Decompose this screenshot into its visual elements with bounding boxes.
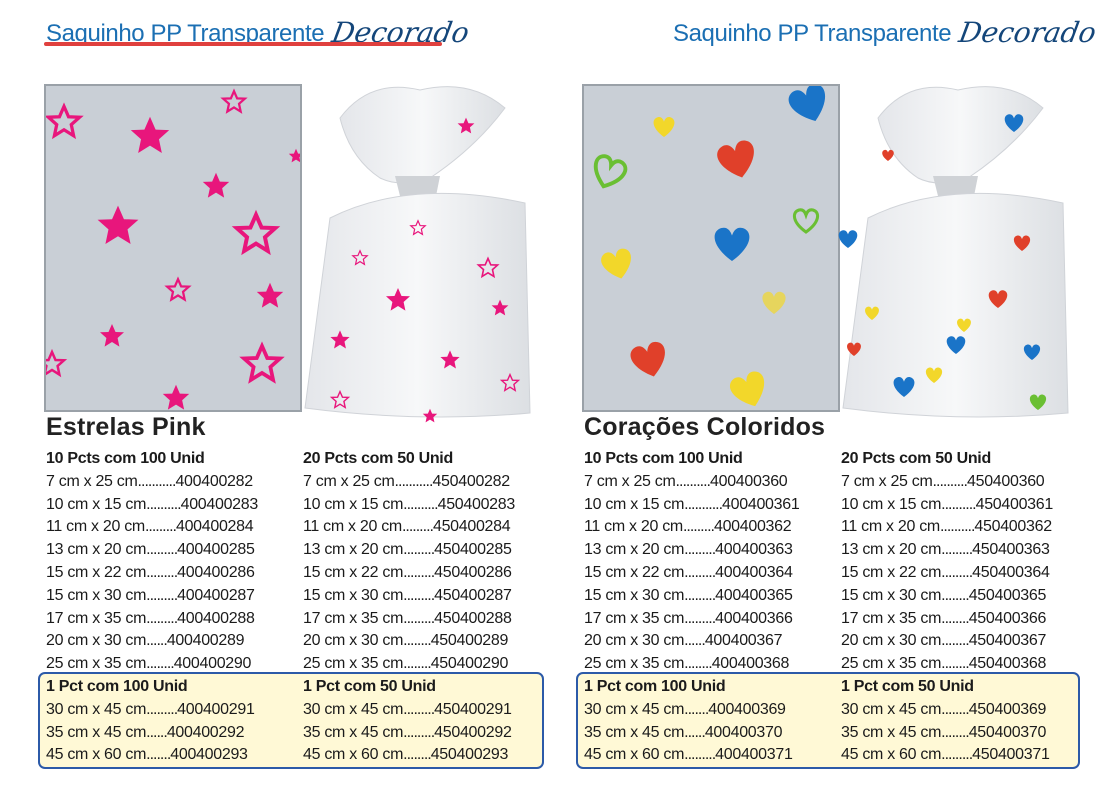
- code-column-10pcts: 10 Pcts com 100 Unid 7 cm x 25 cm.......…: [46, 448, 286, 676]
- table-row: 45 cm x 60 cm.........400400371: [584, 746, 793, 764]
- header-title: Saquinho PP Transparente: [673, 20, 952, 47]
- pattern-swatch-stars: [44, 84, 302, 412]
- table-row: 10 cm x 15 cm...........400400361: [584, 495, 800, 513]
- table-row: 11 cm x 20 cm..........450400362: [841, 518, 1052, 536]
- bag-photo-stars: [300, 78, 536, 423]
- column-header: 10 Pcts com 100 Unid: [584, 450, 743, 467]
- single-pack-highlight-box: [38, 672, 544, 769]
- table-row: 15 cm x 22 cm.........450400286: [303, 563, 512, 581]
- table-row: 17 cm x 35 cm.........400400288: [46, 609, 255, 627]
- table-row: 10 cm x 15 cm..........400400283: [46, 495, 258, 513]
- pack-header: 1 Pct com 50 Unid: [841, 678, 974, 695]
- table-row: 11 cm x 20 cm.........400400362: [584, 518, 792, 536]
- panel-header: Saquinho PP Transparente Decorado: [673, 14, 1099, 54]
- table-row: 7 cm x 25 cm...........400400282: [46, 472, 253, 490]
- pack-column-50unid: 1 Pct com 50 Unid 30 cm x 45 cm........4…: [841, 676, 1081, 767]
- table-row: 20 cm x 30 cm........450400367: [841, 632, 1047, 650]
- pack-column-100unid: 1 Pct com 100 Unid 30 cm x 45 cm.......4…: [584, 676, 824, 767]
- stars-pattern-image: [46, 90, 300, 410]
- table-row: 35 cm x 45 cm......400400370: [584, 723, 783, 741]
- code-column-10pcts: 10 Pcts com 100 Unid 7 cm x 25 cm.......…: [584, 448, 824, 676]
- table-row: 15 cm x 30 cm.........400400365: [584, 586, 793, 604]
- table-row: 7 cm x 25 cm..........400400360: [584, 472, 788, 490]
- table-row: 13 cm x 20 cm.........450400285: [303, 541, 512, 559]
- table-row: 35 cm x 45 cm........450400370: [841, 723, 1047, 741]
- table-row: 30 cm x 45 cm.........400400291: [46, 700, 255, 718]
- table-row: 20 cm x 30 cm........450400289: [303, 632, 509, 650]
- table-row: 13 cm x 20 cm.........450400363: [841, 541, 1050, 559]
- table-row: 7 cm x 25 cm..........450400360: [841, 472, 1045, 490]
- bag-photo-hearts: [838, 78, 1074, 423]
- table-row: 30 cm x 45 cm.......400400369: [584, 700, 786, 718]
- table-row: 11 cm x 20 cm.........400400284: [46, 518, 254, 536]
- table-row: 10 cm x 15 cm..........450400361: [841, 495, 1053, 513]
- hearts-pattern-image: [587, 86, 833, 410]
- product-panel-estrelas: Saquinho PP Transparente Decorado: [0, 0, 545, 785]
- column-header: 20 Pcts com 50 Unid: [303, 450, 453, 467]
- header-script: Decorado: [956, 15, 1099, 49]
- table-row: 11 cm x 20 cm.........450400284: [303, 518, 511, 536]
- table-row: 15 cm x 22 cm.........450400364: [841, 563, 1050, 581]
- table-row: 45 cm x 60 cm........450400293: [303, 746, 509, 764]
- panel-header: Saquinho PP Transparente Decorado: [46, 14, 472, 54]
- table-row: 25 cm x 35 cm........450400368: [841, 655, 1047, 673]
- pack-column-100unid: 1 Pct com 100 Unid 30 cm x 45 cm........…: [46, 676, 286, 767]
- table-row: 45 cm x 60 cm.........450400371: [841, 746, 1050, 764]
- pack-column-50unid: 1 Pct com 50 Unid 30 cm x 45 cm.........…: [303, 676, 543, 767]
- table-row: 25 cm x 35 cm........400400368: [584, 655, 790, 673]
- single-pack-highlight-box: [576, 672, 1080, 769]
- code-column-20pcts: 20 Pcts com 50 Unid 7 cm x 25 cm........…: [303, 448, 543, 676]
- pack-header: 1 Pct com 100 Unid: [46, 678, 188, 695]
- table-row: 17 cm x 35 cm.........450400288: [303, 609, 512, 627]
- table-row: 15 cm x 30 cm.........450400287: [303, 586, 512, 604]
- table-row: 15 cm x 30 cm........450400365: [841, 586, 1047, 604]
- table-row: 15 cm x 30 cm.........400400287: [46, 586, 255, 604]
- table-row: 15 cm x 22 cm.........400400286: [46, 563, 255, 581]
- column-header: 10 Pcts com 100 Unid: [46, 450, 205, 467]
- product-name: Estrelas Pink: [46, 413, 206, 441]
- table-row: 13 cm x 20 cm.........400400363: [584, 541, 793, 559]
- pack-header: 1 Pct com 50 Unid: [303, 678, 436, 695]
- code-column-20pcts: 20 Pcts com 50 Unid 7 cm x 25 cm........…: [841, 448, 1081, 676]
- table-row: 25 cm x 35 cm........400400290: [46, 655, 252, 673]
- product-panel-coracoes: Saquinho PP Transparente Decorado: [538, 0, 1099, 785]
- column-header: 20 Pcts com 50 Unid: [841, 450, 991, 467]
- table-row: 7 cm x 25 cm...........450400282: [303, 472, 510, 490]
- header-underline: [44, 42, 442, 46]
- product-name: Corações Coloridos: [584, 413, 826, 441]
- table-row: 45 cm x 60 cm.......400400293: [46, 746, 248, 764]
- table-row: 25 cm x 35 cm........450400290: [303, 655, 509, 673]
- table-row: 20 cm x 30 cm......400400289: [46, 632, 245, 650]
- table-row: 35 cm x 45 cm.........450400292: [303, 723, 512, 741]
- table-row: 17 cm x 35 cm.........400400366: [584, 609, 793, 627]
- table-row: 30 cm x 45 cm........450400369: [841, 700, 1047, 718]
- table-row: 15 cm x 22 cm.........400400364: [584, 563, 793, 581]
- pattern-swatch-hearts: [582, 84, 840, 412]
- table-row: 35 cm x 45 cm......400400292: [46, 723, 245, 741]
- table-row: 17 cm x 35 cm........450400366: [841, 609, 1047, 627]
- table-row: 13 cm x 20 cm.........400400285: [46, 541, 255, 559]
- pack-header: 1 Pct com 100 Unid: [584, 678, 726, 695]
- table-row: 10 cm x 15 cm..........450400283: [303, 495, 515, 513]
- table-row: 30 cm x 45 cm.........450400291: [303, 700, 512, 718]
- table-row: 20 cm x 30 cm......400400367: [584, 632, 783, 650]
